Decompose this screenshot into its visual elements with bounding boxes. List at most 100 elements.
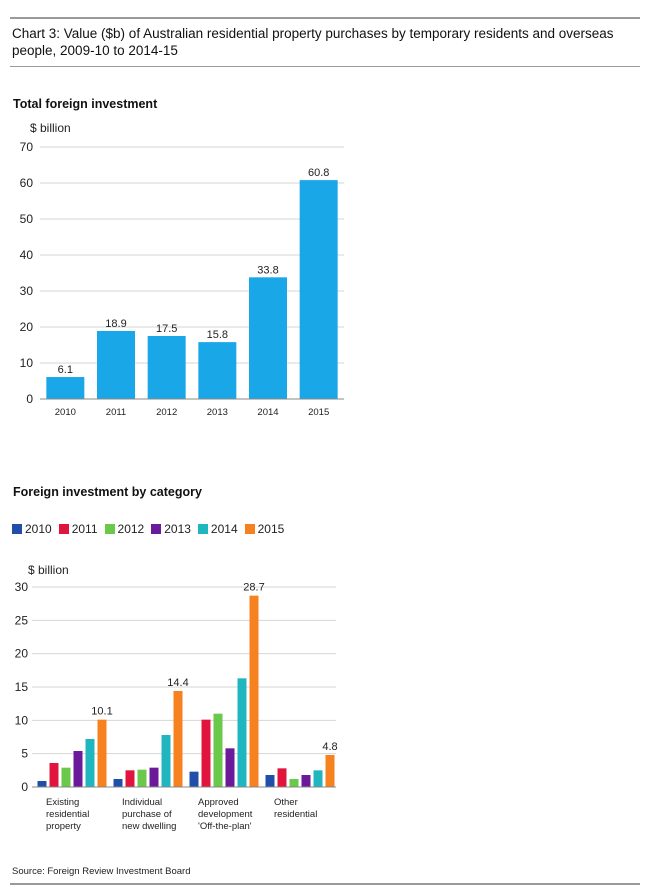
y-tick-label: 0 bbox=[26, 392, 33, 406]
x-category-label: Other bbox=[274, 797, 298, 808]
data-label: 15.8 bbox=[207, 329, 228, 341]
y-axis-label: $ billion bbox=[28, 563, 69, 577]
bar-2015-group-2 bbox=[249, 595, 259, 787]
bar-2012-group-2 bbox=[213, 713, 223, 787]
x-category-label: residential bbox=[46, 809, 89, 820]
legend-label: 2011 bbox=[71, 522, 98, 536]
bar-2011-group-0 bbox=[49, 763, 59, 787]
x-category-label: Individual bbox=[122, 797, 162, 808]
bar-2013-group-3 bbox=[301, 775, 311, 787]
bar-2011-group-1 bbox=[125, 770, 135, 787]
legend-swatch bbox=[151, 524, 162, 534]
legend-swatch bbox=[244, 524, 255, 534]
x-category-label: residential bbox=[274, 809, 317, 820]
bar-2013-group-1 bbox=[149, 767, 159, 787]
x-tick-label: 2015 bbox=[308, 407, 329, 418]
data-label: 10.1 bbox=[91, 706, 112, 718]
bar-2012 bbox=[147, 336, 186, 399]
category-investment-title: Foreign investment by category bbox=[13, 485, 202, 499]
legend-label: 2015 bbox=[257, 522, 285, 536]
legend-item-2015: 2015 bbox=[244, 522, 285, 536]
data-label: 60.8 bbox=[308, 167, 329, 179]
bar-2014-group-1 bbox=[161, 735, 171, 787]
bar-2011-group-3 bbox=[277, 768, 287, 787]
bar-2014-group-0 bbox=[85, 739, 95, 787]
legend: 2010 2011 2012 2013 2014 2015 bbox=[12, 522, 291, 536]
title-rule bbox=[10, 66, 640, 67]
legend-item-2014: 2014 bbox=[197, 522, 238, 536]
y-tick-label: 20 bbox=[20, 320, 34, 334]
legend-item-2010: 2010 bbox=[12, 522, 52, 536]
x-tick-label: 2014 bbox=[257, 407, 278, 418]
legend-swatch bbox=[58, 524, 69, 534]
x-tick-label: 2012 bbox=[156, 407, 177, 418]
y-axis-label: $ billion bbox=[30, 121, 71, 135]
legend-item-2013: 2013 bbox=[151, 522, 191, 536]
data-label: 14.4 bbox=[167, 677, 188, 689]
bar-2013-group-2 bbox=[225, 748, 235, 787]
chart-title: Chart 3: Value ($b) of Australian reside… bbox=[12, 26, 614, 58]
x-tick-label: 2010 bbox=[55, 407, 76, 418]
y-tick-label: 50 bbox=[20, 212, 34, 226]
bar-2015-group-3 bbox=[325, 755, 335, 787]
legend-label: 2012 bbox=[117, 522, 145, 536]
bar-2010-group-2 bbox=[189, 771, 199, 787]
y-tick-label: 40 bbox=[20, 248, 34, 262]
legend-label: 2014 bbox=[210, 522, 238, 536]
y-tick-label: 30 bbox=[15, 580, 29, 594]
bar-2010 bbox=[46, 377, 85, 399]
bar-2015 bbox=[299, 180, 338, 399]
legend-label: 2010 bbox=[25, 522, 52, 536]
y-tick-label: 70 bbox=[20, 140, 34, 154]
data-label: 4.8 bbox=[322, 741, 337, 753]
bar-2014-group-2 bbox=[237, 678, 247, 787]
legend-item-2011: 2011 bbox=[58, 522, 98, 536]
x-category-label: Approved bbox=[198, 797, 239, 808]
y-tick-label: 60 bbox=[20, 176, 34, 190]
bar-2014-group-3 bbox=[313, 770, 323, 787]
y-tick-label: 10 bbox=[20, 356, 34, 370]
bar-2011 bbox=[97, 330, 135, 399]
y-tick-label: 0 bbox=[21, 780, 28, 794]
data-label: 17.5 bbox=[156, 323, 177, 335]
x-category-label: 'Off-the-plan' bbox=[198, 821, 252, 832]
bar-2015-group-0 bbox=[97, 719, 107, 787]
total-investment-title: Total foreign investment bbox=[13, 97, 158, 111]
y-tick-label: 30 bbox=[20, 284, 34, 298]
bar-2013-group-0 bbox=[73, 751, 83, 787]
legend-label: 2013 bbox=[164, 522, 191, 536]
bar-2010-group-3 bbox=[265, 775, 275, 787]
bar-2015-group-1 bbox=[173, 691, 183, 787]
source-note: Source: Foreign Review Investment Board bbox=[12, 866, 191, 877]
x-category-label: purchase of bbox=[122, 809, 172, 820]
data-label: 18.9 bbox=[105, 318, 126, 330]
y-tick-label: 20 bbox=[15, 647, 29, 661]
data-label: 28.7 bbox=[243, 582, 264, 594]
bar-2010-group-1 bbox=[113, 779, 123, 787]
y-tick-label: 25 bbox=[15, 613, 29, 627]
data-label: 6.1 bbox=[58, 364, 73, 376]
x-category-label: property bbox=[46, 821, 81, 832]
total-investment-chart: $ billion 0 10 20 30 40 50 60 70 6.1 2010 18.9 2011 1… bbox=[20, 121, 344, 418]
x-category-label: Existing bbox=[46, 797, 79, 808]
y-tick-label: 10 bbox=[15, 713, 29, 727]
bar-2012-group-0 bbox=[61, 767, 71, 787]
bottom-rule bbox=[10, 883, 640, 885]
legend-swatch bbox=[12, 524, 22, 534]
bar-2014 bbox=[249, 277, 287, 399]
top-rule bbox=[10, 17, 640, 19]
legend-swatch bbox=[197, 524, 208, 534]
bar-2012-group-3 bbox=[289, 779, 299, 787]
bar-2011-group-2 bbox=[201, 719, 211, 787]
x-tick-label: 2011 bbox=[106, 407, 126, 418]
x-tick-label: 2013 bbox=[207, 407, 228, 418]
legend-swatch bbox=[104, 524, 115, 534]
bar-2013 bbox=[198, 342, 237, 399]
data-label: 33.8 bbox=[257, 264, 278, 276]
bar-2010-group-0 bbox=[37, 781, 47, 787]
legend-item-2012: 2012 bbox=[104, 522, 145, 536]
bar-2012-group-1 bbox=[137, 769, 147, 787]
x-category-label: development bbox=[198, 809, 253, 820]
y-tick-label: 15 bbox=[15, 680, 29, 694]
